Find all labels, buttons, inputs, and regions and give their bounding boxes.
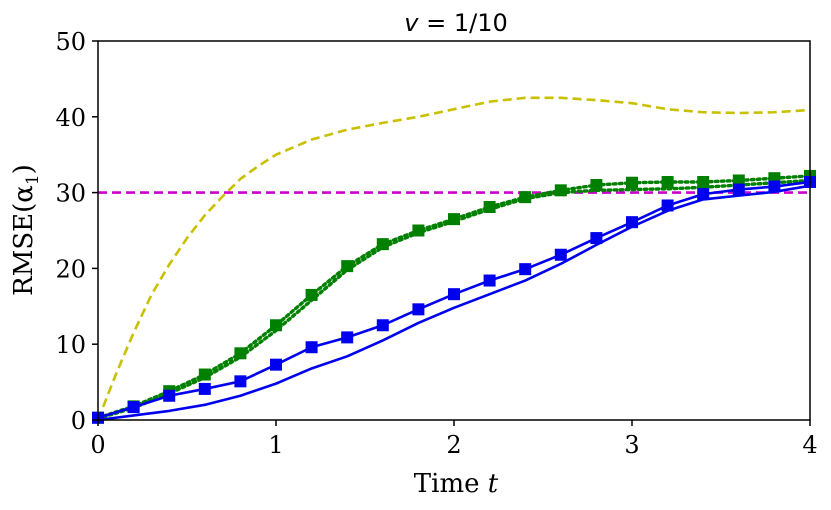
marker-blue-solid-squares [697,188,710,201]
marker-green-dotted-squares [626,176,638,189]
series-line-yellow-dashed [96,96,811,421]
marker-green-dotted-squares [519,191,532,204]
marker-blue-solid-squares [234,375,247,388]
marker-blue-solid-squares [270,358,282,371]
marker-green-dotted-squares [412,224,425,237]
marker-green-dotted-squares [270,319,282,332]
chart-title: v = 1/10 [404,9,507,37]
marker-blue-solid-squares [483,274,496,287]
y-axis-label: RMSE(α1) [9,164,43,296]
marker-green-dotted-squares [590,179,603,192]
marker-blue-solid-squares [590,232,603,245]
x-tick-label: 1 [268,431,283,459]
marker-layer [92,169,816,424]
marker-green-dotted-squares [234,347,247,360]
marker-blue-solid-squares [768,180,781,193]
marker-blue-solid-squares [626,216,638,229]
plot-frame [97,40,811,421]
x-tick-label: 3 [624,431,639,459]
x-tick-label: 4 [802,431,817,459]
x-tick-label: 0 [90,431,105,459]
marker-blue-solid-squares [554,248,567,261]
y-tick-label: 0 [71,407,86,435]
y-tick-label: 10 [55,331,86,359]
marker-blue-solid-squares [341,331,354,344]
y-tick-label: 30 [55,180,86,208]
series-line-blue-solid-thin [97,184,811,422]
y-tick-label: 20 [55,255,86,283]
marker-blue-solid-squares [127,401,140,414]
marker-green-dotted-squares [341,260,354,273]
marker-blue-solid-squares [376,319,389,332]
marker-green-dotted-squares [198,368,211,381]
x-axis-label: Time t [414,469,499,499]
marker-green-dotted-squares [697,175,710,188]
marker-green-dotted-squares [376,238,389,251]
marker-blue-solid-squares [412,303,425,316]
marker-blue-solid-squares [448,288,460,301]
y-tick-label: 50 [55,28,86,56]
marker-blue-solid-squares [305,341,318,354]
marker-blue-solid-squares [519,263,532,276]
marker-green-dotted-squares [732,174,745,187]
marker-green-dotted-squares [661,175,674,188]
marker-blue-solid-squares [732,183,745,196]
marker-blue-solid-squares [198,382,211,395]
marker-green-dotted-squares [305,288,318,301]
x-tick-label: 2 [446,431,461,459]
marker-green-dotted-squares [554,184,567,197]
y-tick-label: 40 [55,104,86,132]
marker-blue-solid-squares [661,199,674,212]
marker-green-dotted-squares [483,201,496,214]
marker-green-dotted-squares [448,213,460,226]
marker-blue-solid-squares [163,389,176,402]
